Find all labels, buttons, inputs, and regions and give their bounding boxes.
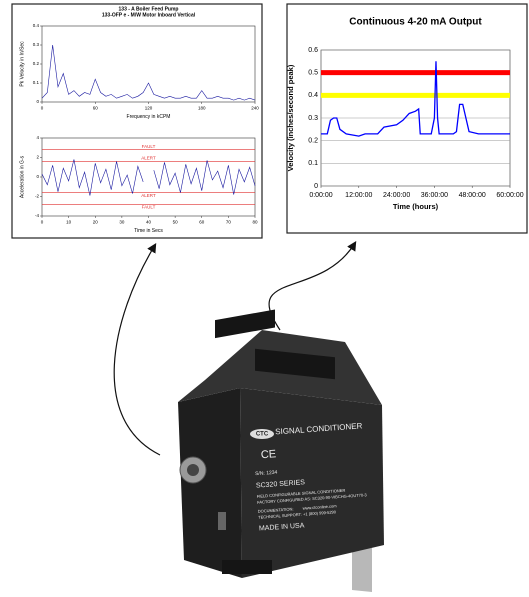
device: CTC SIGNAL CONDITIONER CE S/N: 1234 SC32… <box>178 309 384 592</box>
reference-label: ALERT <box>141 193 156 198</box>
logo-badge <box>250 429 274 439</box>
x-tick-label: 70 <box>226 220 232 225</box>
y-tick-label: 0 <box>36 99 39 104</box>
x-tick-label: 50 <box>173 220 179 225</box>
x-tick-label: 40 <box>146 220 152 225</box>
origin: MADE IN USA <box>259 522 305 532</box>
arrow <box>268 240 357 331</box>
x-axis-label: Time in Secs <box>134 228 163 234</box>
y-tick-label: 0 <box>36 174 39 179</box>
x-tick-label: 0 <box>41 220 44 225</box>
x-tick-label: 24:00:00 <box>383 192 410 199</box>
website: www.ctconline.com <box>302 503 337 510</box>
arrow <box>113 242 161 456</box>
terminal-block <box>215 309 275 339</box>
description: FIELD CONFIGURABLE SIGNAL CONDITIONER <box>257 488 346 499</box>
y-tick-label: 0.4 <box>33 23 40 28</box>
y-tick-label: 2 <box>36 155 39 160</box>
chart-title: Continuous 4-20 mA Output <box>349 17 482 28</box>
y-tick-label: 0.2 <box>308 138 318 145</box>
x-tick-label: 48:00:00 <box>459 192 486 199</box>
x-tick-label: 0 <box>41 106 44 111</box>
rail-clip <box>352 545 372 592</box>
x-tick-label: 30 <box>119 220 125 225</box>
left-panel <box>11 3 263 239</box>
ce-mark: CE <box>260 448 276 461</box>
serial: S/N: 1234 <box>255 470 278 478</box>
x-tick-label: 120 <box>145 106 153 111</box>
documentation: DOCUMENTATION: <box>258 506 294 513</box>
reference-label: FAULT <box>142 204 156 209</box>
x-tick-label: 12:00:00 <box>345 192 372 199</box>
y-axis-label: Acceleration in G-s <box>19 155 25 198</box>
chart-title: 133 - A Boiler Feed Pump <box>119 6 179 12</box>
y-tick-label: 0.3 <box>308 115 318 122</box>
side-face <box>178 388 242 578</box>
front-face <box>240 388 384 578</box>
x-tick-label: 180 <box>198 106 206 111</box>
y-tick-label: 0.2 <box>33 61 40 66</box>
y-tick-label: 0.1 <box>33 80 40 85</box>
y-axis-label: Pk Velocity in In/Sec <box>19 41 25 87</box>
bnc-connector <box>187 464 199 476</box>
x-tick-label: 240 <box>251 106 259 111</box>
x-tick-label: 20 <box>93 220 99 225</box>
x-tick-label: 60 <box>93 106 99 111</box>
x-tick-label: 60:00:00 <box>496 192 523 199</box>
x-tick-label: 36:00:00 <box>421 192 448 199</box>
right-panel <box>286 3 528 234</box>
reference-label: ALERT <box>141 156 156 161</box>
x-axis-label: Frequency in kCPM <box>127 114 171 120</box>
y-tick-label: 0.5 <box>308 70 318 77</box>
data-line <box>321 61 510 137</box>
x-tick-label: 0:00:00 <box>309 192 332 199</box>
x-tick-label: 60 <box>199 220 205 225</box>
series: SC320 SERIES <box>256 479 306 489</box>
usb-port <box>218 512 226 530</box>
y-tick-label: 0.1 <box>308 160 318 167</box>
support: TECHNICAL SUPPORT: <box>258 512 302 520</box>
phone: +1 (800) 999-5290 <box>303 509 337 516</box>
terminal-block <box>255 348 335 380</box>
reference-label: FAULT <box>142 144 156 149</box>
y-tick-label: 0.3 <box>33 42 40 47</box>
logo: CTC <box>256 432 269 438</box>
y-axis-label: Velocity (inches/second peak) <box>286 64 295 171</box>
chart-subtitle: 133-OFP e - M/W Motor Inboard Vertical <box>102 12 196 18</box>
y-tick-label: 0.4 <box>308 92 318 99</box>
y-tick-label: -4 <box>35 213 39 218</box>
y-tick-label: -2 <box>35 194 39 199</box>
x-tick-label: 10 <box>66 220 72 225</box>
x-tick-label: 80 <box>252 220 258 225</box>
data-line <box>41 159 256 196</box>
terminal-block <box>222 560 272 574</box>
y-tick-label: 4 <box>36 135 39 140</box>
x-axis-label: Time (hours) <box>393 202 439 211</box>
data-line <box>41 44 256 101</box>
y-tick-label: 0 <box>314 183 318 190</box>
y-tick-label: 0.6 <box>308 47 318 54</box>
